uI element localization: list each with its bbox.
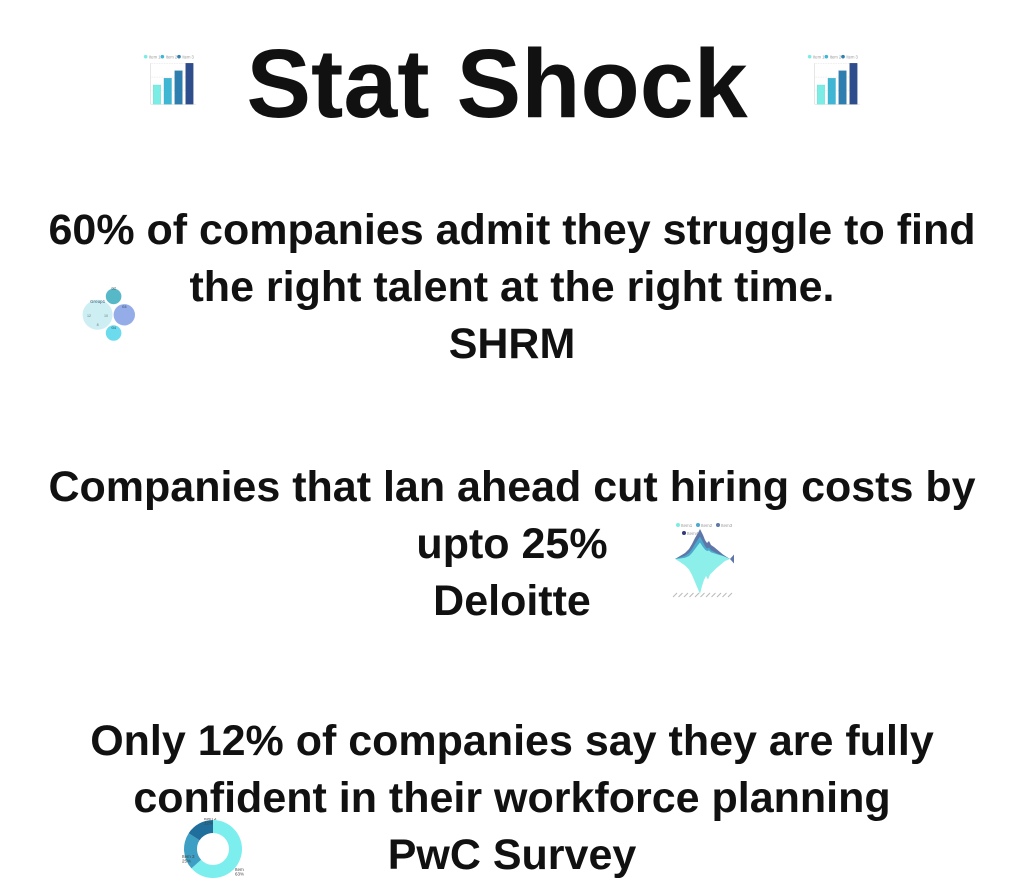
svg-text:Item1: Item1 (681, 523, 693, 528)
svg-text:Item 2: Item 2 (166, 54, 178, 59)
svg-text:Item3: Item3 (721, 523, 733, 528)
svg-text:Item2: Item2 (701, 523, 713, 528)
svg-text:63%: 63% (235, 872, 244, 877)
svg-text:Item 2: Item 2 (830, 54, 842, 59)
svg-text:25%: 25% (182, 859, 191, 864)
svg-text:12%: 12% (204, 821, 213, 826)
svg-text:Item 1: Item 1 (813, 54, 825, 59)
svg-text:Item 3: Item 3 (846, 54, 858, 59)
svg-text:Item 1: Item 1 (149, 54, 161, 59)
svg-text:Item 3: Item 3 (182, 54, 194, 59)
